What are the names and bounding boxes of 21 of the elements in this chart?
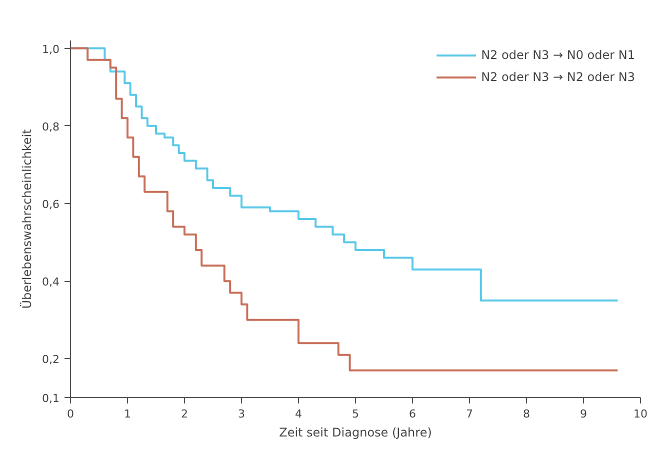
y-axis-title: Überlebenswahrscheinlichkeit bbox=[20, 128, 34, 309]
x-tick-label: 8 bbox=[523, 408, 530, 420]
legend-label: N2 oder N3 → N2 oder N3 bbox=[481, 70, 635, 84]
x-tick-label: 9 bbox=[580, 408, 587, 420]
y-tick-label: 0,2 bbox=[42, 353, 60, 366]
y-tick-label: 0,6 bbox=[42, 198, 60, 211]
y-tick-label: 0,8 bbox=[42, 120, 60, 134]
x-tick-label: 7 bbox=[466, 408, 473, 420]
legend-label: N2 oder N3 → N0 oder N1 bbox=[481, 48, 635, 62]
y-tick-label: 1,0 bbox=[42, 42, 60, 56]
x-tick-label: 2 bbox=[181, 408, 188, 420]
x-tick-label: 5 bbox=[352, 408, 359, 420]
x-tick-label: 1 bbox=[124, 408, 131, 420]
x-tick-label: 3 bbox=[238, 408, 245, 420]
y-tick-label: 0,4 bbox=[42, 276, 60, 289]
x-tick-label: 0 bbox=[67, 408, 74, 420]
x-tick-label: 6 bbox=[409, 408, 416, 420]
y-tick-label: 0,1 bbox=[42, 392, 60, 405]
x-tick-label: 4 bbox=[295, 408, 302, 420]
x-tick-label: 10 bbox=[634, 408, 648, 420]
x-axis-title: Zeit seit Diagnose (Jahre) bbox=[279, 426, 432, 440]
